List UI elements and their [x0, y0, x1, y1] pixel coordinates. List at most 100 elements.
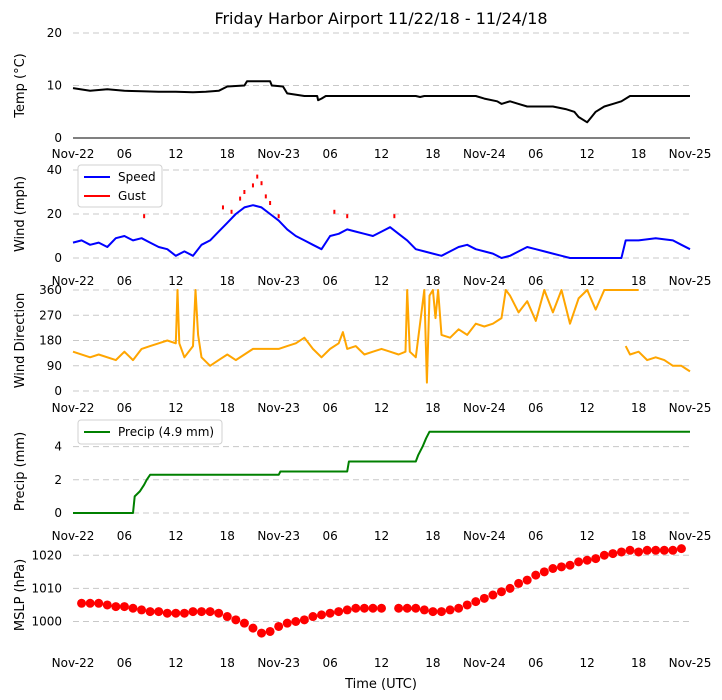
mslp-data-point [531, 570, 541, 580]
mslp-x-tick-label: 12 [168, 656, 183, 670]
dir-y-tick-label: 360 [39, 283, 62, 297]
dir-y-tick-label: 90 [47, 359, 62, 373]
temp-y-tick-label: 20 [47, 26, 62, 40]
gust-data-point [333, 209, 336, 214]
gust-data-point [221, 205, 224, 210]
mslp-data-point [291, 617, 301, 626]
temp-x-tick-label: 18 [220, 147, 235, 161]
mslp-data-point [162, 608, 172, 618]
precip-legend: Precip (4.9 mm) [77, 419, 223, 445]
mslp-data-point [188, 607, 198, 617]
mslp-x-tick-label: Nov-24 [463, 656, 506, 670]
wind-x-tick-label: 18 [631, 274, 646, 288]
mslp-data-point [137, 605, 147, 615]
temp-x-tick-label: 12 [580, 147, 595, 161]
temp-x-tick-label: 06 [322, 147, 337, 161]
mslp-data-point [145, 607, 155, 617]
mslp-data-point [265, 626, 275, 636]
mslp-x-tick-label: Nov-25 [669, 656, 712, 670]
precip-y-tick-label: 4 [54, 440, 62, 454]
precip-y-tick-label: 2 [54, 473, 62, 487]
dir-y-tick-label: 270 [39, 308, 62, 322]
mslp-data-point [488, 590, 498, 600]
mslp-x-tick-label: Nov-23 [257, 656, 300, 670]
temp-x-tick-label: Nov-25 [669, 147, 712, 161]
mslp-data-point [222, 612, 232, 622]
gust-data-point [269, 201, 272, 205]
mslp-data-point [462, 600, 472, 610]
mslp-data-point [419, 605, 429, 615]
mslp-y-tick-label: 1000 [31, 615, 62, 629]
precip-x-tick-label: 06 [117, 529, 132, 543]
mslp-data-point [94, 598, 104, 608]
mslp-data-point [479, 593, 489, 603]
mslp-data-point [119, 602, 129, 612]
mslp-x-tick-label: Nov-22 [52, 656, 95, 670]
dir-x-tick-label: 12 [580, 401, 595, 415]
mslp-x-tick-label: 18 [425, 656, 440, 670]
temp-x-tick-label: 06 [117, 147, 132, 161]
gust-data-point [277, 214, 280, 219]
mslp-data-point [668, 545, 678, 555]
precip-x-tick-label: Nov-22 [52, 529, 95, 543]
mslp-data-point [197, 607, 207, 617]
mslp-x-tick-label: 18 [220, 656, 235, 670]
mslp-data-point [445, 605, 455, 615]
mslp-data-point [539, 567, 549, 577]
mslp-x-tick-label: 12 [580, 656, 595, 670]
temp-y-axis-label: Temp (°C) [13, 53, 28, 119]
dir-x-tick-label: 06 [322, 401, 337, 415]
temp-x-tick-label: 18 [631, 147, 646, 161]
mslp-data-point [231, 615, 241, 625]
dir-x-tick-label: 12 [168, 401, 183, 415]
precip-x-tick-label: Nov-23 [257, 529, 300, 543]
wind-legend-label: Speed [118, 170, 156, 184]
temp-x-tick-label: Nov-23 [257, 147, 300, 161]
mslp-data-point [616, 547, 626, 557]
mslp-data-point [85, 598, 95, 608]
dir-series-line [72, 289, 639, 384]
mslp-data-point [651, 545, 661, 555]
wind-x-tick-label: 12 [580, 274, 595, 288]
precip-legend-label: Precip (4.9 mm) [118, 425, 214, 439]
mslp-x-tick-label: 06 [528, 656, 543, 670]
temp-x-tick-label: 12 [168, 147, 183, 161]
dir-x-tick-label: Nov-24 [463, 401, 506, 415]
precip-y-axis-label: Precip (mm) [13, 432, 28, 511]
dir-x-tick-label: Nov-23 [257, 401, 300, 415]
mslp-x-tick-label: 06 [322, 656, 337, 670]
mslp-data-point [634, 547, 644, 557]
mslp-data-point [257, 628, 267, 638]
mslp-data-point [317, 610, 327, 620]
mslp-data-point [342, 605, 352, 615]
wind-y-tick-label: 40 [47, 163, 62, 177]
wind-panel: 0 20 40 Wind (mph) Nov-22 06 12 18 Nov-23 06 12 18 N… [13, 163, 711, 288]
mslp-data-point [179, 608, 189, 618]
temp-x-tick-label: 12 [374, 147, 389, 161]
precip-x-tick-label: 06 [528, 529, 543, 543]
dir-x-tick-label: 12 [374, 401, 389, 415]
mslp-data-point [299, 615, 309, 625]
mslp-data-point [111, 602, 121, 612]
wind-y-tick-label: 20 [47, 207, 62, 221]
dir-y-tick-label: 0 [54, 384, 62, 398]
mslp-x-tick-label: 06 [117, 656, 132, 670]
temp-x-tick-label: Nov-22 [52, 147, 95, 161]
wind-x-tick-label: 18 [425, 274, 440, 288]
mslp-data-point [556, 562, 566, 572]
temp-x-tick-label: 18 [425, 147, 440, 161]
gust-data-point [346, 214, 349, 219]
precip-x-tick-label: 12 [168, 529, 183, 543]
mslp-data-point [505, 583, 515, 593]
mslp-data-point [522, 575, 532, 585]
dir-x-tick-label: 06 [528, 401, 543, 415]
chart-title: Friday Harbor Airport 11/22/18 - 11/24/1… [214, 9, 547, 28]
dir-panel: 0 90 180 270 360 Wind Direction Nov-22 06 12 18 No… [13, 283, 711, 415]
wind-legend-label: Gust [118, 189, 146, 203]
mslp-data-point [582, 555, 592, 565]
mslp-data-point [325, 608, 335, 618]
mslp-data-point [436, 607, 446, 617]
mslp-y-tick-label: 1020 [31, 548, 62, 562]
precip-x-tick-label: 18 [631, 529, 646, 543]
